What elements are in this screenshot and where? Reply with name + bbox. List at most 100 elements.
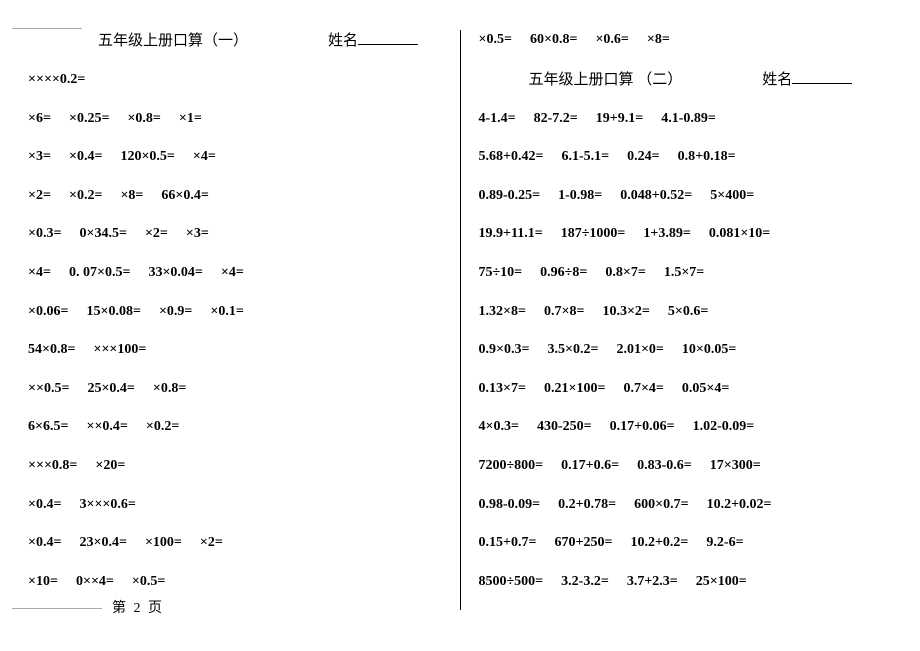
problem-cell: 4.1-0.89=	[661, 109, 716, 129]
problem-cell: 0.2+0.78=	[558, 495, 616, 515]
problem-cell: 0.21×100=	[544, 379, 605, 399]
problem-cell: ×0.1=	[210, 302, 243, 322]
problem-row: 0.9×0.3=3.5×0.2=2.01×0=10×0.05=	[479, 340, 893, 360]
right-rows: 4-1.4=82-7.2=19+9.1=4.1-0.89=5.68+0.42=6…	[479, 109, 893, 592]
problem-cell: ××0.4=	[86, 417, 127, 437]
problem-cell: 1.02-0.09=	[693, 417, 755, 437]
problem-cell: 0.13×7=	[479, 379, 526, 399]
right-top-row: ×0.5=60×0.8=×0.6=×8=	[479, 30, 893, 50]
problem-row: 0.89-0.25=1-0.98=0.048+0.52=5×400=	[479, 186, 893, 206]
problem-cell: ××××0.2=	[28, 70, 85, 90]
left-name-label: 姓名	[328, 33, 358, 49]
problem-cell: 0.89-0.25=	[479, 186, 541, 206]
problem-cell: ×0.06=	[28, 302, 68, 322]
problem-cell: 4-1.4=	[479, 109, 516, 129]
name-underline	[792, 69, 852, 84]
problem-cell: ×2=	[28, 186, 51, 206]
problem-row: 5.68+0.42=6.1-5.1=0.24=0.8+0.18=	[479, 147, 893, 167]
problem-cell: 60×0.8=	[530, 30, 577, 50]
problem-cell: 1+3.89=	[643, 224, 690, 244]
problem-cell: ×××100=	[93, 340, 146, 360]
problem-row: 8500÷500=3.2-3.2=3.7+2.3=25×100=	[479, 572, 893, 592]
left-column: 五年级上册口算（一） 姓名 ××××0.2=×6=×0.25=×0.8=×1=×…	[10, 30, 461, 610]
problem-cell: ×100=	[145, 533, 182, 553]
problem-row: 1.32×8=0.7×8=10.3×2=5×0.6=	[479, 302, 893, 322]
problem-cell: 54×0.8=	[28, 340, 75, 360]
left-title: 五年级上册口算（一）	[98, 31, 248, 52]
problem-cell: 120×0.5=	[120, 147, 174, 167]
problem-row: 4×0.3=430-250=0.17+0.06=1.02-0.09=	[479, 417, 893, 437]
problem-row: ×2=×0.2=×8=66×0.4=	[28, 186, 442, 206]
problem-row: 54×0.8= ×××100=	[28, 340, 442, 360]
problem-row: ×××0.8=×20=	[28, 456, 442, 476]
problem-cell: 0.081×10=	[709, 224, 770, 244]
problem-row: 0.13×7= 0.21×100= 0.7×4= 0.05×4=	[479, 379, 893, 399]
problem-cell: 3.5×0.2=	[547, 340, 598, 360]
problem-row: ×10=0××4=×0.5=	[28, 572, 442, 592]
problem-cell: ×0.25=	[69, 109, 109, 129]
problem-cell: ×0.9=	[159, 302, 192, 322]
problem-cell: 0.8+0.18=	[678, 147, 736, 167]
right-title-row: 五年级上册口算 （二） 姓名	[529, 69, 893, 91]
problem-cell: ×1=	[179, 109, 202, 129]
problem-cell: 75÷10=	[479, 263, 523, 283]
problem-cell: 0.8×7=	[605, 263, 645, 283]
problem-cell: ×10=	[28, 572, 58, 592]
problem-cell: 9.2-6=	[706, 533, 743, 553]
problem-cell: 0×34.5=	[79, 224, 126, 244]
problem-cell: 33×0.04=	[148, 263, 202, 283]
left-name-wrap: 姓名	[328, 30, 418, 52]
problem-cell: 0××4=	[76, 572, 114, 592]
problem-cell: 17×300=	[710, 456, 761, 476]
right-name-label: 姓名	[762, 72, 792, 88]
right-name-wrap: 姓名	[762, 69, 852, 91]
problem-cell: ×2=	[200, 533, 223, 553]
top-margin-line	[12, 28, 82, 29]
left-title-row: 五年级上册口算（一） 姓名	[98, 30, 442, 52]
problem-cell: 0.9×0.3=	[479, 340, 530, 360]
problem-row: 0.98-0.09=0.2+0.78=600×0.7=10.2+0.02=	[479, 495, 893, 515]
problem-cell: 1.32×8=	[479, 302, 526, 322]
problem-cell: 0. 07×0.5=	[69, 263, 130, 283]
problem-cell: 3.2-3.2=	[561, 572, 609, 592]
problem-cell: 5×400=	[710, 186, 754, 206]
problem-cell: ×0.4=	[69, 147, 102, 167]
problem-cell: 10.2+0.2=	[630, 533, 688, 553]
problem-cell: ×0.2=	[146, 417, 179, 437]
problem-cell: 10×0.05=	[682, 340, 736, 360]
problem-cell: 670+250=	[554, 533, 612, 553]
problem-cell: 1.5×7=	[664, 263, 704, 283]
problem-cell: 0.17+0.06=	[610, 417, 675, 437]
problem-cell: ×0.8=	[127, 109, 160, 129]
problem-cell: 0.17+0.6=	[561, 456, 619, 476]
problem-row: ×3=×0.4=120×0.5=×4=	[28, 147, 442, 167]
problem-cell: 82-7.2=	[534, 109, 578, 129]
problem-row: 75÷10= 0.96÷8= 0.8×7= 1.5×7=	[479, 263, 893, 283]
problem-cell: 6×6.5=	[28, 417, 68, 437]
problem-cell: 10.2+0.02=	[707, 495, 772, 515]
problem-row: ××0.5=25×0.4=×0.8=	[28, 379, 442, 399]
problem-row: ××××0.2=	[28, 70, 442, 90]
problem-cell: ×3=	[28, 147, 51, 167]
problem-cell: 3.7+2.3=	[627, 572, 678, 592]
problem-cell: ×2=	[145, 224, 168, 244]
problem-row: 4-1.4=82-7.2=19+9.1=4.1-0.89=	[479, 109, 893, 129]
problem-cell: 0.7×4=	[623, 379, 663, 399]
problem-cell: ×××0.8=	[28, 456, 77, 476]
problem-cell: 3×××0.6=	[79, 495, 135, 515]
problem-cell: 600×0.7=	[634, 495, 688, 515]
problem-row: ×0.4=3×××0.6=	[28, 495, 442, 515]
problem-cell: 10.3×2=	[602, 302, 649, 322]
problem-cell: 187÷1000=	[561, 224, 626, 244]
name-underline	[358, 30, 418, 45]
problem-cell: 0.05×4=	[682, 379, 729, 399]
problem-row: 6×6.5= ××0.4= ×0.2=	[28, 417, 442, 437]
problem-cell: 6.1-5.1=	[561, 147, 609, 167]
problem-row: ×0.06=15×0.08=×0.9=×0.1=	[28, 302, 442, 322]
problem-cell: 23×0.4=	[79, 533, 126, 553]
problem-cell: 4×0.3=	[479, 417, 519, 437]
problem-cell: 0.96÷8=	[540, 263, 587, 283]
problem-cell: ×4=	[221, 263, 244, 283]
page-container: 五年级上册口算（一） 姓名 ××××0.2=×6=×0.25=×0.8=×1=×…	[0, 0, 920, 620]
problem-cell: ×3=	[186, 224, 209, 244]
